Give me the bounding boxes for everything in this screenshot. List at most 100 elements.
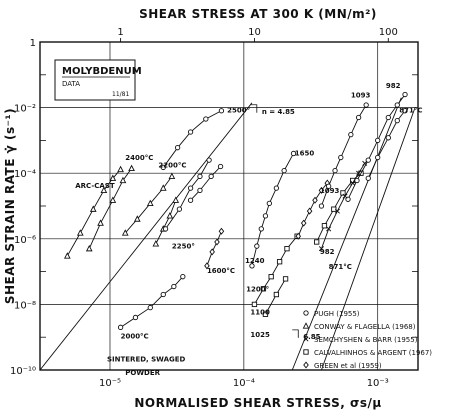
annotation: 2500° [227, 107, 250, 115]
legend: PUGH (1955) CONWAY & FLAGELLA (1968) SEMCH… [302, 310, 432, 370]
annotation: POWDER [125, 369, 160, 377]
data-point [254, 243, 260, 249]
series-circle [365, 108, 408, 181]
top-tick-label: 1 [117, 27, 123, 38]
legend-entry: PUGH (1955) [303, 310, 360, 318]
material-name: MOLYBDENUM [62, 66, 142, 77]
series-circle [187, 163, 224, 203]
data-point [146, 199, 154, 207]
data-point [109, 174, 117, 181]
data-point [218, 227, 225, 235]
data-point [249, 263, 255, 269]
series-line [165, 159, 210, 230]
data-point [355, 114, 362, 121]
data-point [152, 240, 160, 247]
annotation: 2200°C [158, 161, 186, 169]
annotation: 982 [320, 248, 335, 256]
chart-title: SHEAR STRESS AT 300 K (MN/m²) [139, 7, 377, 21]
legend-marker [302, 322, 310, 329]
annotation: ARC-CAST [75, 182, 115, 190]
data-point [375, 137, 381, 144]
annotation: 1600°C [207, 267, 235, 275]
material-box: MOLYBDENUM DATA 11/81 [54, 59, 142, 101]
data-point [266, 200, 272, 207]
data-point [318, 246, 324, 252]
data-point [262, 311, 269, 317]
annotations: 2500° 2400°C 2200°C ARC-CAST 2250° 1600°C 2000… [75, 82, 422, 377]
data-point [260, 286, 267, 292]
annotation: 1200° [246, 285, 269, 293]
legend-label: SEMCHYSHEN & BARR (1955) [314, 336, 418, 344]
annotation: 1240 [245, 257, 265, 265]
legend-marker [303, 310, 309, 316]
data-point [281, 167, 287, 174]
annotation: 2400°C [125, 154, 153, 162]
grid [40, 42, 418, 370]
legend-entry: CONWAY & FLAGELLA (1968) [302, 322, 416, 331]
slope-label: 6.85 [303, 333, 320, 341]
series-triangle [152, 196, 180, 247]
annotation: 1093 [320, 187, 340, 195]
data-point [314, 239, 320, 245]
y-tick-label: 10⁻⁸ [14, 300, 36, 311]
slope-label: n = 4.85 [262, 108, 295, 116]
data-point [321, 223, 328, 229]
data-point [63, 252, 71, 259]
data-point [132, 314, 139, 321]
data-point [394, 118, 400, 124]
y-tick-label: 10⁻⁴ [14, 169, 36, 180]
series-circle [318, 102, 369, 209]
data-point [342, 193, 348, 199]
data-point [295, 232, 302, 240]
annotation: 1650 [295, 149, 315, 157]
data-point [97, 219, 104, 226]
material-sub: DATA [62, 80, 80, 88]
data-point [176, 206, 183, 212]
y-tick-label: 10⁻² [14, 104, 36, 115]
fit-line [321, 107, 416, 370]
data-series [63, 91, 408, 330]
legend-label: CONWAY & FLAGELLA (1968) [314, 323, 416, 331]
data-point [318, 203, 325, 209]
data-point [217, 163, 224, 170]
data-point [354, 177, 360, 184]
annotation: 1100 [250, 308, 270, 316]
series-line [251, 153, 294, 266]
data-point [187, 185, 194, 191]
annotation: 1025 [250, 331, 270, 339]
data-point [197, 173, 203, 180]
material-date: 11/81 [112, 91, 129, 98]
data-point [268, 274, 274, 280]
fit-line [40, 102, 253, 370]
series-circle [249, 150, 297, 269]
data-point [385, 135, 391, 141]
data-point [117, 324, 124, 330]
y-axis-label: SHEAR STRAIN RATE γ̇ (s⁻¹) [3, 108, 17, 304]
series-circle [160, 108, 225, 171]
y-tick-label: 10⁻⁶ [14, 235, 36, 246]
data-point [197, 187, 203, 194]
data-point [85, 244, 93, 252]
data-point [326, 226, 332, 232]
annotation: 871°C [399, 107, 422, 115]
data-point [362, 160, 368, 166]
data-point [318, 186, 325, 194]
data-point [251, 301, 258, 308]
annotation: SINTERED, SWAGED [107, 356, 186, 364]
data-point [147, 304, 153, 311]
data-point [203, 116, 209, 122]
series-square [262, 276, 289, 317]
data-point [282, 276, 289, 282]
legend-marker [303, 349, 309, 355]
series-triangle [63, 165, 124, 259]
data-point [174, 145, 181, 151]
data-point [100, 186, 108, 194]
data-point [385, 114, 391, 121]
data-point [76, 229, 84, 236]
legend-label: CALVALHINHOS & ARGENT (1967) [314, 349, 432, 357]
legend-entry: SEMCHYSHEN & BARR (1955) [303, 336, 418, 344]
data-point [284, 246, 290, 252]
data-point [133, 215, 141, 222]
data-point [119, 176, 127, 184]
series-diamond [204, 227, 225, 270]
